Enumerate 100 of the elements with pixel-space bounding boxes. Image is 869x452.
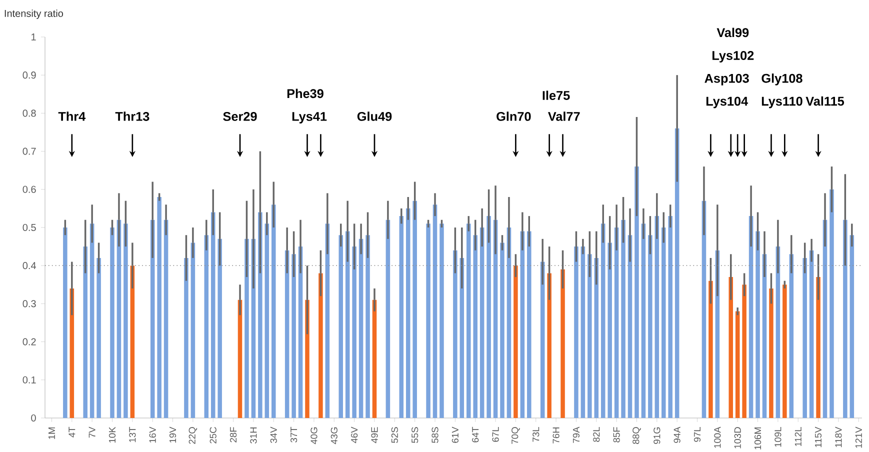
x-tick-label: 40G bbox=[310, 427, 318, 444]
bar bbox=[284, 250, 290, 418]
x-tick-label: 100A bbox=[714, 426, 721, 448]
bar bbox=[204, 235, 209, 418]
x-tick-label: 1M bbox=[48, 427, 55, 439]
x-tick-label: 79A bbox=[572, 426, 580, 443]
bar bbox=[830, 189, 834, 418]
x-tick-label: 46V bbox=[351, 426, 358, 444]
bar bbox=[372, 300, 377, 418]
bar bbox=[345, 231, 350, 418]
x-tick-label: 13T bbox=[129, 426, 136, 442]
x-tick-label: 91G bbox=[654, 427, 660, 444]
y-tick-label: 0.4 bbox=[22, 262, 36, 270]
bar bbox=[264, 224, 270, 418]
bar bbox=[641, 224, 646, 418]
x-tick-label: 112L bbox=[794, 427, 802, 446]
bar bbox=[292, 254, 296, 418]
bar bbox=[238, 300, 242, 418]
annotation: Thr4 bbox=[58, 112, 86, 121]
bar bbox=[96, 258, 101, 418]
x-tick-label: 55S bbox=[412, 427, 418, 443]
bar bbox=[662, 227, 666, 418]
y-tick-label: 0 bbox=[31, 414, 36, 422]
bar bbox=[843, 220, 848, 418]
bar bbox=[366, 235, 370, 418]
annotation: Ser29 bbox=[223, 112, 257, 121]
annotation: Gln70 bbox=[496, 112, 531, 121]
annotation: Val77 bbox=[548, 112, 580, 121]
bar bbox=[621, 220, 626, 418]
x-tick-label: 22Q bbox=[188, 427, 198, 444]
bar bbox=[506, 227, 512, 418]
x-tick-label: 109L bbox=[774, 427, 782, 447]
bar bbox=[352, 246, 356, 418]
x-tick-label: 61V bbox=[452, 426, 458, 443]
bar bbox=[514, 266, 518, 418]
bar bbox=[440, 224, 444, 418]
x-tick-label: 115V bbox=[815, 426, 822, 448]
annotation: Val99 bbox=[716, 28, 749, 38]
bar bbox=[453, 250, 458, 418]
y-tick-label: 0.9 bbox=[22, 72, 36, 79]
x-tick-label: 94A bbox=[674, 426, 680, 443]
bar bbox=[756, 231, 760, 418]
bar bbox=[560, 269, 565, 418]
x-tick-label: 118V bbox=[835, 426, 842, 448]
annotation: Ile75 bbox=[542, 90, 570, 100]
x-tick-label: 31H bbox=[250, 427, 257, 444]
x-tick-label: 73L bbox=[532, 427, 540, 442]
bar bbox=[164, 220, 168, 418]
y-tick-label: 0.6 bbox=[22, 186, 36, 193]
bar bbox=[338, 235, 344, 418]
bar bbox=[520, 231, 525, 418]
x-tick-label: 106M bbox=[754, 427, 762, 450]
bar bbox=[728, 277, 734, 418]
bar bbox=[708, 280, 713, 418]
bar bbox=[540, 262, 545, 418]
bar bbox=[580, 246, 586, 418]
bar bbox=[634, 166, 639, 418]
bar bbox=[473, 235, 478, 418]
bar bbox=[527, 231, 532, 418]
x-tick-label: 58S bbox=[432, 427, 438, 443]
annotation: Val115 bbox=[806, 96, 844, 106]
bar bbox=[588, 254, 592, 418]
bar bbox=[83, 246, 88, 418]
bar bbox=[648, 235, 652, 418]
annotation: Lys41 bbox=[292, 112, 327, 124]
x-tick-label: 4T bbox=[68, 426, 76, 438]
bar bbox=[399, 216, 404, 418]
bar bbox=[116, 220, 122, 418]
x-tick-label: 70Q bbox=[512, 427, 520, 444]
bar bbox=[822, 220, 828, 418]
bar bbox=[769, 288, 774, 418]
bar bbox=[110, 227, 114, 418]
bar bbox=[184, 258, 188, 418]
bar bbox=[406, 208, 410, 418]
y-tick-label: 0.8 bbox=[22, 110, 36, 117]
annotation: Lys110 bbox=[762, 96, 802, 108]
bar bbox=[486, 216, 491, 418]
x-tick-label: 103D bbox=[734, 427, 741, 448]
bar bbox=[157, 197, 162, 418]
annotation: Phe39 bbox=[287, 88, 324, 98]
bar bbox=[90, 224, 94, 418]
bar bbox=[782, 284, 787, 418]
bar bbox=[735, 311, 740, 418]
bar bbox=[614, 227, 619, 418]
bar bbox=[850, 235, 854, 418]
bar bbox=[654, 216, 660, 418]
x-tick-label: 49E bbox=[371, 427, 378, 444]
x-tick-label: 43G bbox=[330, 427, 338, 444]
y-tick-label: 0.5 bbox=[22, 224, 36, 232]
bar bbox=[244, 238, 249, 418]
y-tick-label: 0.1 bbox=[22, 376, 36, 384]
x-tick-label: 67L bbox=[492, 427, 499, 442]
annotation: Glu49 bbox=[357, 112, 392, 121]
annotation: Gly108 bbox=[762, 74, 802, 86]
bar bbox=[412, 200, 417, 418]
bar bbox=[124, 224, 128, 418]
bar bbox=[210, 212, 216, 418]
y-tick-label: 0.2 bbox=[22, 338, 36, 346]
bar bbox=[809, 250, 814, 418]
bar bbox=[816, 277, 820, 418]
